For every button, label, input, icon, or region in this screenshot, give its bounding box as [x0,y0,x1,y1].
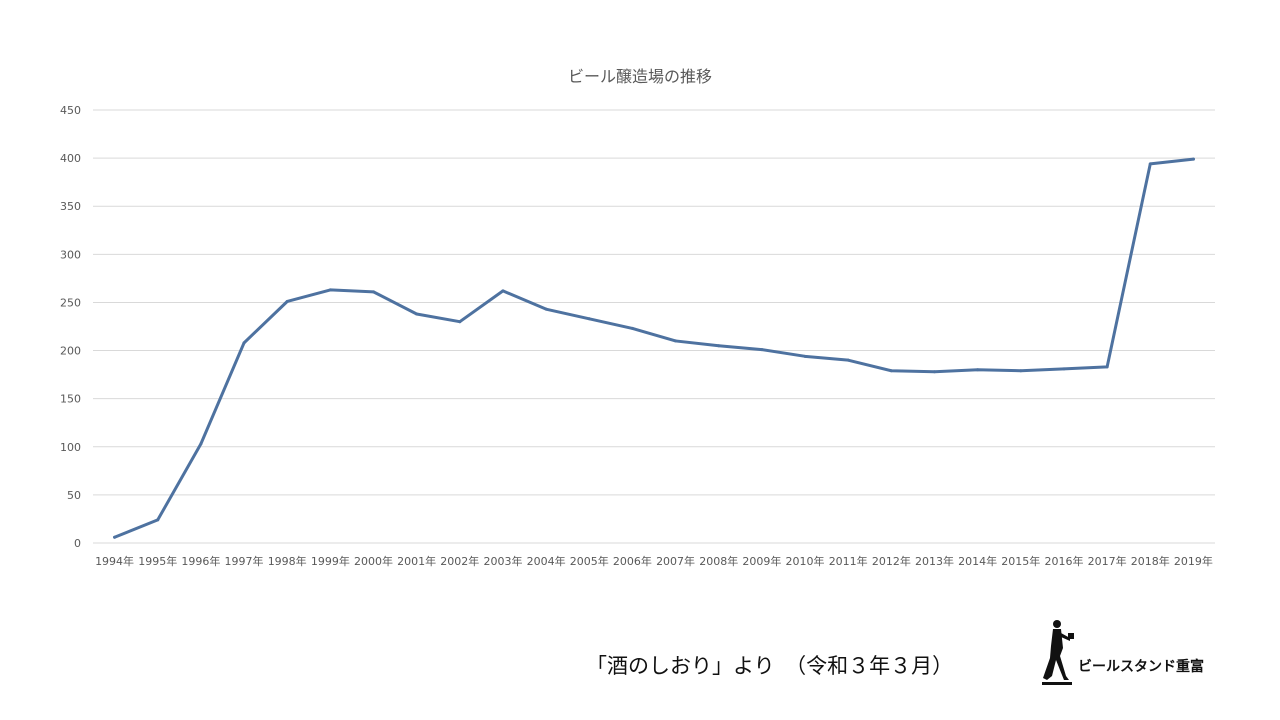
x-tick-label: 1999年 [311,554,350,568]
data-point [1062,367,1066,371]
series-group [113,157,1195,539]
y-tick-label: 150 [60,393,81,406]
x-tick-label: 2008年 [699,554,738,568]
x-tick-label: 2014年 [958,554,997,568]
x-tick-label: 1996年 [181,554,220,568]
data-point [1191,157,1195,161]
series-line [113,157,1195,539]
data-point [328,288,332,292]
data-point [889,369,893,373]
data-point [1105,365,1109,369]
x-tick-label: 2019年 [1174,554,1213,568]
x-tick-label: 2002年 [440,554,479,568]
data-point [113,535,117,539]
data-point [587,317,591,321]
x-tick-label: 2016年 [1044,554,1083,568]
x-tick-label: 1995年 [138,554,177,568]
y-axis: 0 50 100 150 200 250 300 350 400 450 [60,104,81,550]
x-tick-label: 2009年 [742,554,781,568]
x-tick-label: 2012年 [872,554,911,568]
x-tick-label: 2004年 [527,554,566,568]
data-point [1019,369,1023,373]
data-point [544,307,548,311]
data-point [458,320,462,324]
x-axis: 1994年 1995年 1996年 1997年 1998年 1999年 2000年 2001年… [95,554,1213,568]
source-note: 「酒のしおり」より （令和３年３月） [586,654,954,678]
data-point [976,368,980,372]
line-chart: ビール醸造場の推移 0 50 100 150 200 250 300 350 400 450 19… [60,67,1215,568]
x-tick-label: 2013年 [915,554,954,568]
data-point [760,348,764,352]
y-tick-label: 200 [60,345,81,358]
walking-man-icon [1042,620,1074,685]
y-tick-label: 100 [60,441,81,454]
data-point [674,339,678,343]
x-tick-label: 1997年 [225,554,264,568]
chart-title: ビール醸造場の推移 [568,67,712,86]
y-tick-label: 300 [60,248,81,261]
data-point [630,326,634,330]
x-tick-label: 2001年 [397,554,436,568]
data-point [415,312,419,316]
logo-text: ビールスタンド重富 [1078,659,1204,675]
x-tick-label: 2015年 [1001,554,1040,568]
x-tick-label: 2007年 [656,554,695,568]
y-tick-label: 350 [60,200,81,213]
y-tick-label: 0 [74,537,81,550]
shigetomi-logo: ビールスタンド重富 [1040,618,1210,690]
x-tick-label: 1998年 [268,554,307,568]
data-point [846,358,850,362]
y-tick-label: 450 [60,104,81,117]
x-tick-label: 2010年 [786,554,825,568]
y-tick-label: 250 [60,296,81,309]
data-point [242,341,246,345]
data-point [199,442,203,446]
data-point [156,518,160,522]
data-point [285,299,289,303]
x-tick-label: 2006年 [613,554,652,568]
data-point [1148,162,1152,166]
y-tick-label: 50 [67,489,81,502]
x-tick-label: 2018年 [1131,554,1170,568]
x-tick-label: 1994年 [95,554,134,568]
x-tick-label: 2005年 [570,554,609,568]
x-tick-label: 2003年 [483,554,522,568]
data-point [501,289,505,293]
data-point [372,290,375,294]
data-point [933,370,936,374]
x-tick-label: 2017年 [1088,554,1127,568]
x-tick-label: 2000年 [354,554,393,568]
data-point [803,354,807,358]
x-tick-label: 2011年 [829,554,868,568]
y-tick-label: 400 [60,152,81,165]
data-point [717,344,721,348]
grid [93,109,1215,544]
